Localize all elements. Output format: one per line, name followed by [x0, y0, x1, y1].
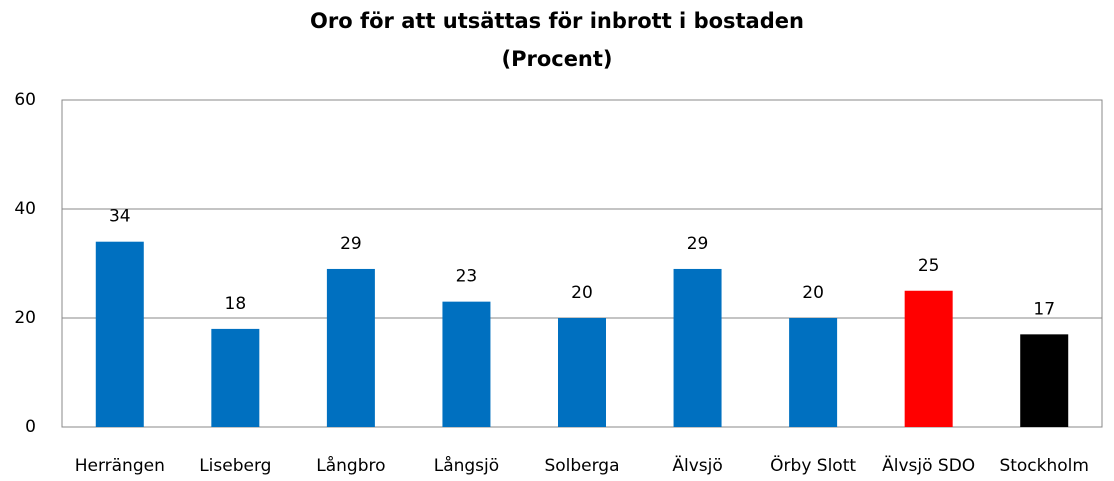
bar [326, 268, 375, 427]
data-label: 29 [687, 234, 709, 254]
chart-subtitle: (Procent) [501, 47, 612, 71]
data-label: 18 [225, 294, 247, 314]
data-label: 29 [340, 234, 362, 254]
x-tick-label: Långbro [316, 455, 385, 476]
x-tick-label: Herrängen [75, 456, 165, 476]
x-tick-label: Stockholm [999, 456, 1089, 476]
chart-title: Oro för att utsättas för inbrott i bosta… [310, 9, 804, 33]
data-label: 20 [802, 283, 824, 303]
y-tick-label: 0 [25, 417, 36, 437]
bar [904, 290, 953, 427]
bar [789, 318, 838, 427]
bar [558, 318, 606, 427]
data-label: 25 [918, 256, 940, 276]
y-tick-label: 20 [14, 308, 36, 328]
y-tick-label: 60 [14, 90, 36, 110]
x-tick-label: Långsjö [434, 455, 499, 476]
bar [95, 241, 144, 427]
x-tick-label: Solberga [544, 456, 619, 476]
y-tick-label: 40 [14, 199, 36, 219]
x-tick-label: Liseberg [199, 456, 271, 476]
x-tick-label: Älvsjö [672, 455, 722, 476]
bar [1020, 334, 1069, 427]
x-tick-label: Örby Slott [770, 454, 856, 476]
x-tick-label: Älvsjö SDO [882, 455, 975, 476]
data-label: 17 [1033, 299, 1055, 319]
data-label: 34 [109, 207, 131, 227]
bar [211, 328, 260, 427]
data-label: 23 [456, 267, 478, 287]
data-label: 20 [571, 283, 593, 303]
bar [442, 301, 491, 427]
bar [673, 268, 722, 427]
